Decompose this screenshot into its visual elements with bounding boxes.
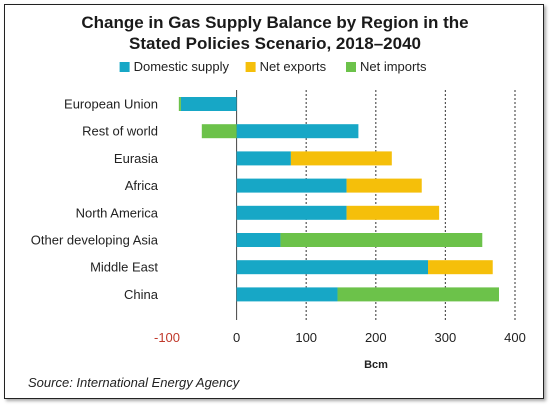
bar-european-union-domestic-supply [180, 97, 237, 111]
category-labels: European Union Rest of world Eurasia Africa… [31, 97, 159, 302]
legend-label-net-exports: Net exports [260, 59, 327, 74]
bar-eurasia-domestic-supply [236, 151, 291, 166]
legend-swatch-domestic-supply [119, 62, 130, 72]
category-label-middle-east: Middle East [90, 260, 158, 275]
bar-middle-east-net-exports [428, 260, 493, 275]
x-tick-0: 0 [233, 330, 240, 345]
bar-eurasia-net-exports [290, 151, 392, 166]
bar-north-america-net-exports [346, 205, 440, 220]
category-label-north-america: North America [76, 205, 159, 220]
x-tick-400: 400 [504, 330, 526, 345]
category-label-other-developing-asia: Other developing Asia [31, 233, 159, 248]
x-tick-100: 100 [295, 330, 317, 345]
legend: Domestic supply Net exports Net imports [119, 59, 427, 74]
bar-africa-domestic-supply [236, 178, 347, 193]
bar-rest-of-world-net-imports [201, 124, 237, 139]
bar-middle-east-domestic-supply [236, 260, 428, 275]
category-label-rest-of-world: Rest of world [82, 124, 158, 139]
bar-other-developing-asia-domestic-supply [236, 233, 281, 247]
bars [178, 97, 499, 302]
bar-china-domestic-supply [236, 287, 338, 302]
x-tick-labels: -100 0 100 200 300 400 [154, 330, 526, 345]
chart-frame [4, 4, 544, 399]
chart-title-line-2: Stated Policies Scenario, 2018–2040 [128, 34, 421, 53]
x-tick-200: 200 [365, 330, 387, 345]
legend-label-net-imports: Net imports [360, 59, 427, 74]
bar-other-developing-asia-net-imports [280, 233, 483, 247]
legend-swatch-net-exports [245, 62, 256, 72]
legend-swatch-net-imports [346, 62, 356, 72]
x-tick-300: 300 [435, 330, 457, 345]
source-note: Source: International Energy Agency [28, 375, 240, 390]
bar-africa-net-exports [346, 178, 422, 193]
chart-title-line-1: Change in Gas Supply Balance by Region i… [81, 13, 469, 32]
bar-china-net-imports [337, 287, 499, 302]
bar-european-union-net-imports [178, 97, 181, 111]
legend-label-domestic-supply: Domestic supply [134, 59, 230, 74]
x-axis-label: Bcm [364, 359, 388, 371]
category-label-eurasia: Eurasia [114, 151, 159, 166]
bar-rest-of-world-domestic-supply [236, 124, 359, 139]
bar-north-america-domestic-supply [236, 205, 347, 220]
category-label-european-union: European Union [64, 97, 158, 112]
x-tick-100: -100 [154, 330, 180, 345]
chart-title: Change in Gas Supply Balance by Region i… [0, 12, 550, 54]
category-label-africa: Africa [125, 178, 159, 193]
category-label-china: China [124, 287, 159, 302]
